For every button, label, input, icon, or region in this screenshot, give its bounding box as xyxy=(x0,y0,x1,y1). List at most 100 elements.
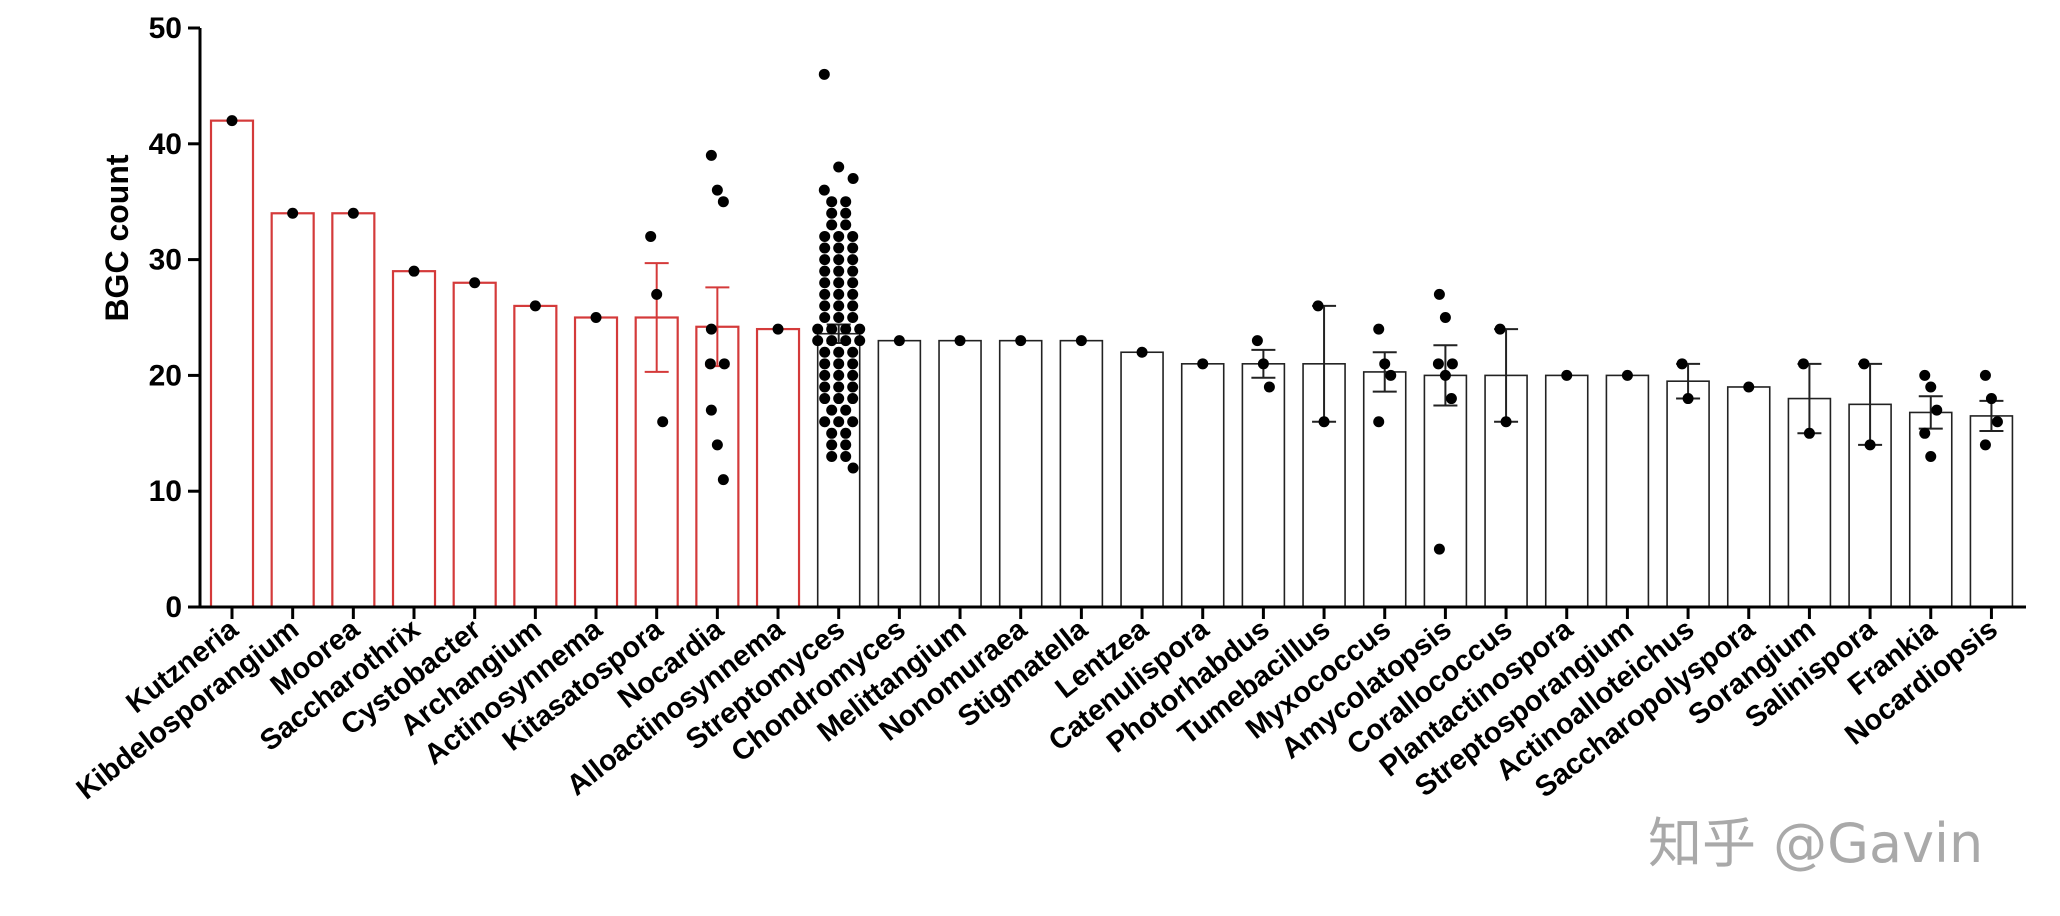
data-point xyxy=(1858,358,1870,370)
data-point xyxy=(704,358,716,370)
data-point xyxy=(847,346,859,358)
data-point xyxy=(819,277,831,289)
bar xyxy=(695,325,740,609)
data-point xyxy=(1925,450,1937,462)
y-axis: 0 10 20 30 40 50 xyxy=(149,12,202,624)
data-point xyxy=(847,312,859,323)
data-point xyxy=(833,277,845,289)
data-point xyxy=(1318,416,1330,428)
data-point xyxy=(818,184,830,196)
data-point xyxy=(819,288,831,300)
data-point xyxy=(840,427,852,439)
data-point xyxy=(847,230,859,242)
data-point xyxy=(840,450,852,462)
data-point xyxy=(705,323,717,335)
data-point xyxy=(826,219,838,231)
data-point xyxy=(1621,369,1633,381)
data-point xyxy=(833,312,845,323)
bar xyxy=(513,304,558,609)
data-point xyxy=(529,300,541,312)
data-point xyxy=(1379,358,1391,370)
data-point xyxy=(826,450,838,462)
data-point xyxy=(819,358,831,370)
data-point xyxy=(819,346,831,358)
data-point xyxy=(1433,543,1445,555)
data-point xyxy=(1797,358,1809,370)
data-point xyxy=(826,323,838,335)
y-tick-label: 0 xyxy=(165,591,182,624)
data-point xyxy=(893,335,905,347)
data-point xyxy=(847,416,859,428)
data-point xyxy=(1445,393,1457,405)
data-point xyxy=(469,277,481,289)
data-point xyxy=(1803,427,1815,439)
data-point xyxy=(833,369,845,381)
data-point xyxy=(287,207,299,219)
data-point xyxy=(1263,381,1275,393)
data-point xyxy=(847,381,859,393)
bar xyxy=(1059,339,1104,608)
data-point xyxy=(657,416,669,428)
data-point xyxy=(1257,358,1269,370)
y-axis-title: BGC count xyxy=(99,154,135,321)
bar xyxy=(1726,386,1771,608)
data-point xyxy=(854,335,866,347)
data-point xyxy=(833,416,845,428)
data-point xyxy=(226,115,238,127)
data-point xyxy=(717,196,729,208)
data-point xyxy=(1925,381,1937,393)
data-point xyxy=(1919,369,1931,381)
data-point xyxy=(705,149,717,161)
data-point xyxy=(1385,369,1397,381)
data-point xyxy=(819,393,831,405)
data-point xyxy=(840,196,852,208)
data-point xyxy=(1373,416,1385,428)
bar xyxy=(209,119,255,609)
data-point xyxy=(826,404,838,416)
data-point xyxy=(833,346,845,358)
data-point xyxy=(1433,288,1445,300)
data-point xyxy=(1494,323,1506,335)
y-tick-label: 30 xyxy=(149,244,182,277)
bar xyxy=(1969,415,2014,608)
data-point xyxy=(819,381,831,393)
data-point xyxy=(408,265,420,277)
data-point xyxy=(1931,404,1943,416)
bar xyxy=(1666,380,1710,608)
y-tick-label: 10 xyxy=(149,475,182,508)
data-point xyxy=(711,184,723,196)
data-point xyxy=(1439,369,1451,381)
data-point xyxy=(833,300,845,312)
data-point xyxy=(1312,300,1324,312)
watermark-text: 知乎 @Gavin xyxy=(1648,812,1983,875)
data-point xyxy=(847,300,859,312)
data-point xyxy=(1432,358,1444,370)
data-point xyxy=(847,265,859,277)
data-point xyxy=(1015,335,1027,347)
data-point xyxy=(1991,416,2003,428)
bars-layer xyxy=(209,119,2014,609)
data-point xyxy=(826,207,838,219)
data-point xyxy=(826,335,838,347)
data-point xyxy=(840,323,852,335)
data-point xyxy=(1136,346,1148,358)
data-point xyxy=(847,277,859,289)
data-point xyxy=(819,265,831,277)
data-point xyxy=(847,393,859,405)
data-point xyxy=(718,358,730,370)
data-point xyxy=(590,312,602,323)
data-point xyxy=(847,462,859,474)
data-point xyxy=(833,265,845,277)
bar xyxy=(573,316,619,609)
data-point xyxy=(1197,358,1209,370)
bar xyxy=(1544,374,1589,608)
bar xyxy=(270,212,315,609)
data-point xyxy=(847,173,859,185)
data-point xyxy=(847,358,859,370)
data-point xyxy=(347,207,359,219)
bar xyxy=(1180,363,1225,608)
data-point xyxy=(1985,393,1997,405)
data-point xyxy=(818,68,830,80)
bar xyxy=(755,327,801,609)
